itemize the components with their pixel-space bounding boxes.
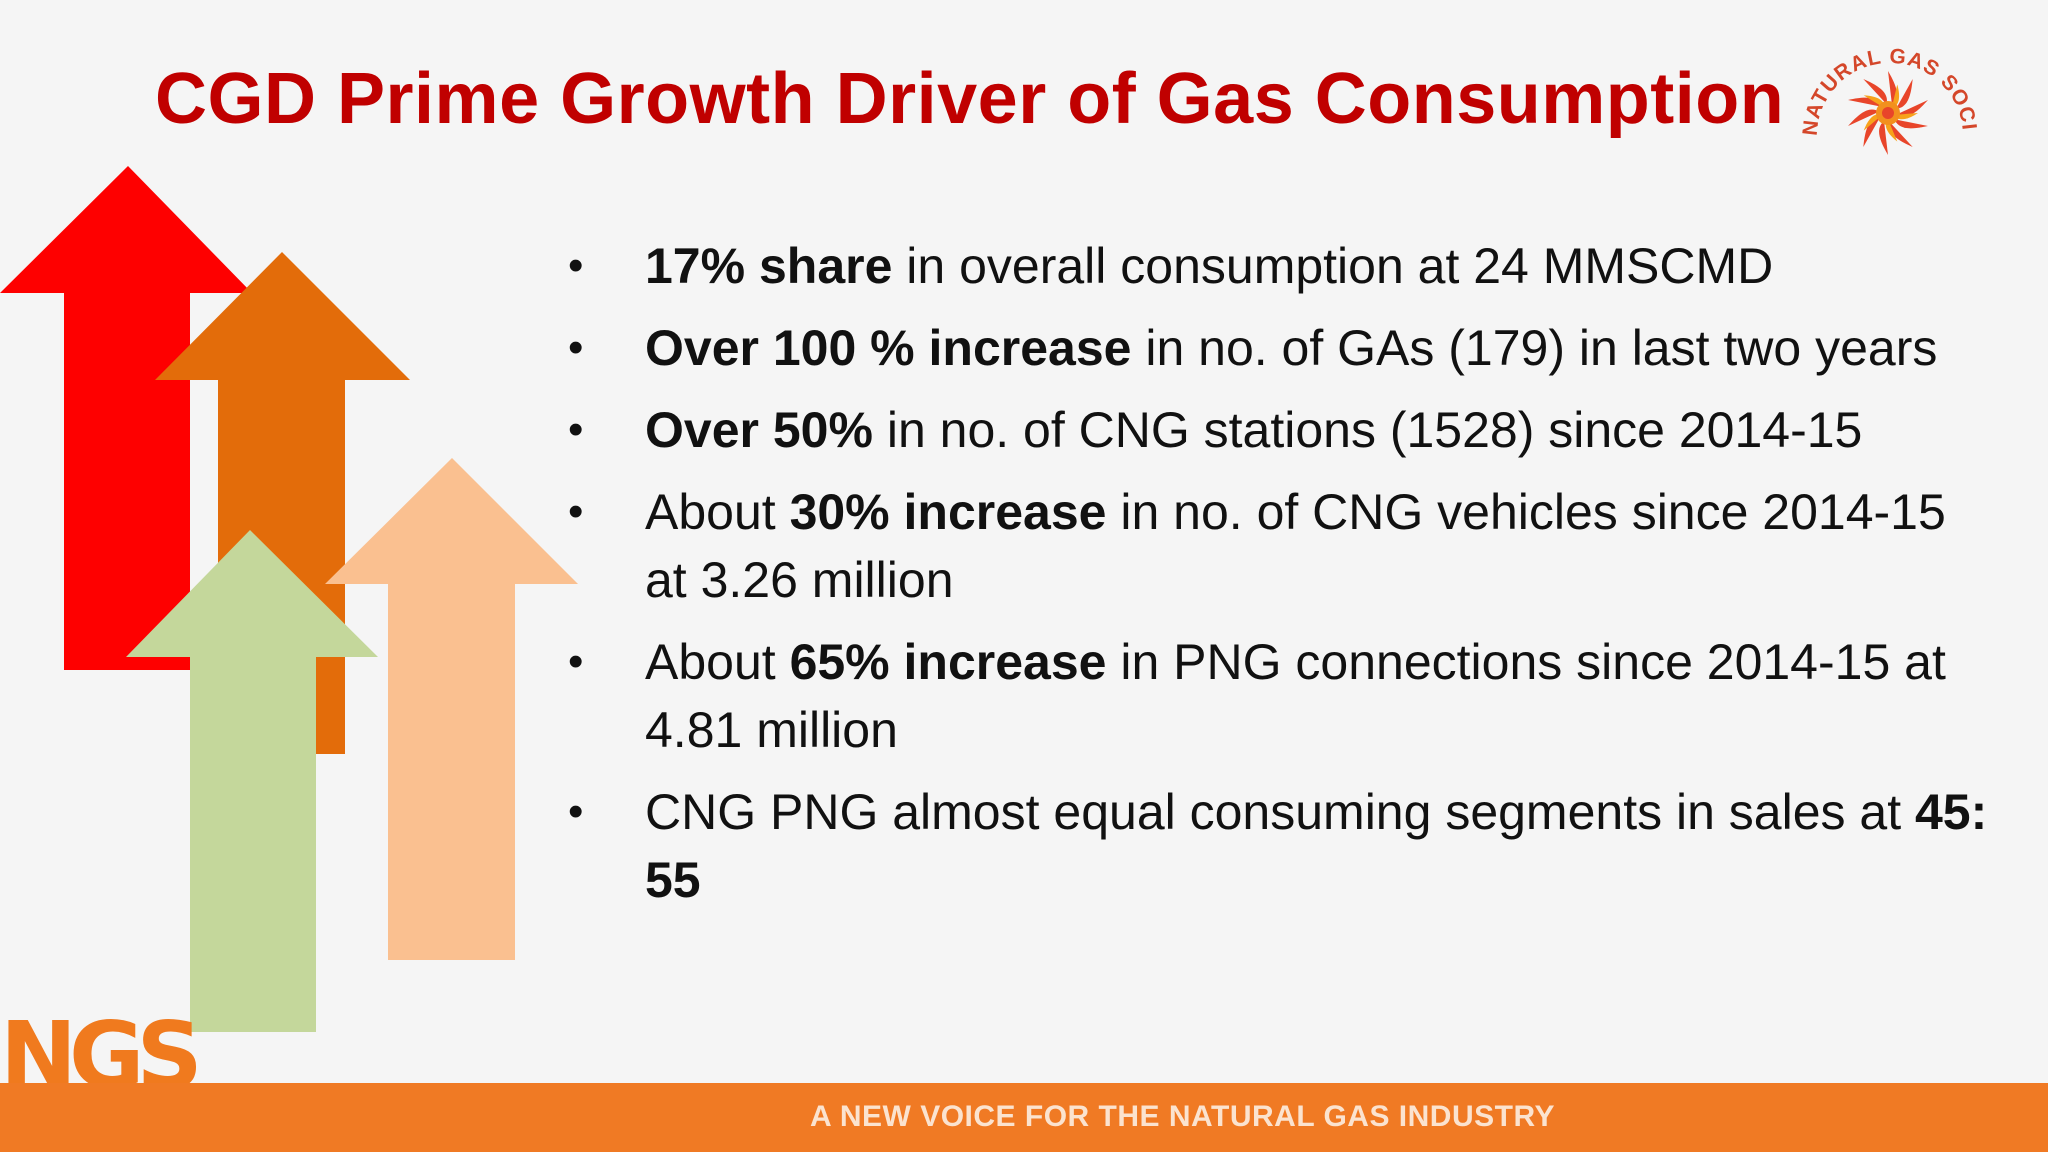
bullet-item: • About 30% increase in no. of CNG vehicl… [560, 478, 2000, 614]
bullet-item: • CNG PNG almost equal consuming segments… [560, 778, 2000, 914]
slide-title: CGD Prime Growth Driver of Gas Consumpti… [155, 59, 1785, 139]
bullet-dot-icon: • [568, 241, 584, 290]
bullet-item: • Over 100 % increase in no. of GAs (179)… [560, 314, 2000, 382]
growth-arrows-graphic [0, 166, 578, 1032]
bullet-highlight: 17% share [645, 238, 893, 294]
bullet-list: • 17% share in overall consumption at 24 … [560, 232, 2000, 928]
natural-gas-society-logo: NATURAL GAS SOCIETY [1795, 18, 1980, 155]
footer-bar [0, 1083, 2048, 1152]
bullet-item: • Over 50% in no. of CNG stations (1528) … [560, 396, 2000, 464]
bullet-highlight: 45: 55 [645, 784, 1988, 908]
bullet-item: • 17% share in overall consumption at 24 … [560, 232, 2000, 300]
up-arrow-icon [126, 530, 378, 1032]
bullet-highlight: Over 50% [645, 402, 873, 458]
bullet-highlight: Over 100 % increase [645, 320, 1132, 376]
up-arrow-icon [0, 166, 252, 670]
bullet-highlight: 30% increase [789, 484, 1107, 540]
bullet-dot-icon: • [568, 637, 584, 686]
bullet-highlight: 65% increase [789, 634, 1107, 690]
bullet-dot-icon: • [568, 487, 584, 536]
bullet-item: • About 65% increase in PNG connections s… [560, 628, 2000, 764]
up-arrow-icon [325, 458, 578, 960]
bullet-dot-icon: • [568, 323, 584, 372]
footer-tagline: A NEW VOICE FOR THE NATURAL GAS INDUSTRY [810, 1100, 1556, 1133]
sun-flame-logo-icon [1848, 71, 1928, 155]
bullet-dot-icon: • [568, 787, 584, 836]
bullet-dot-icon: • [568, 405, 584, 454]
